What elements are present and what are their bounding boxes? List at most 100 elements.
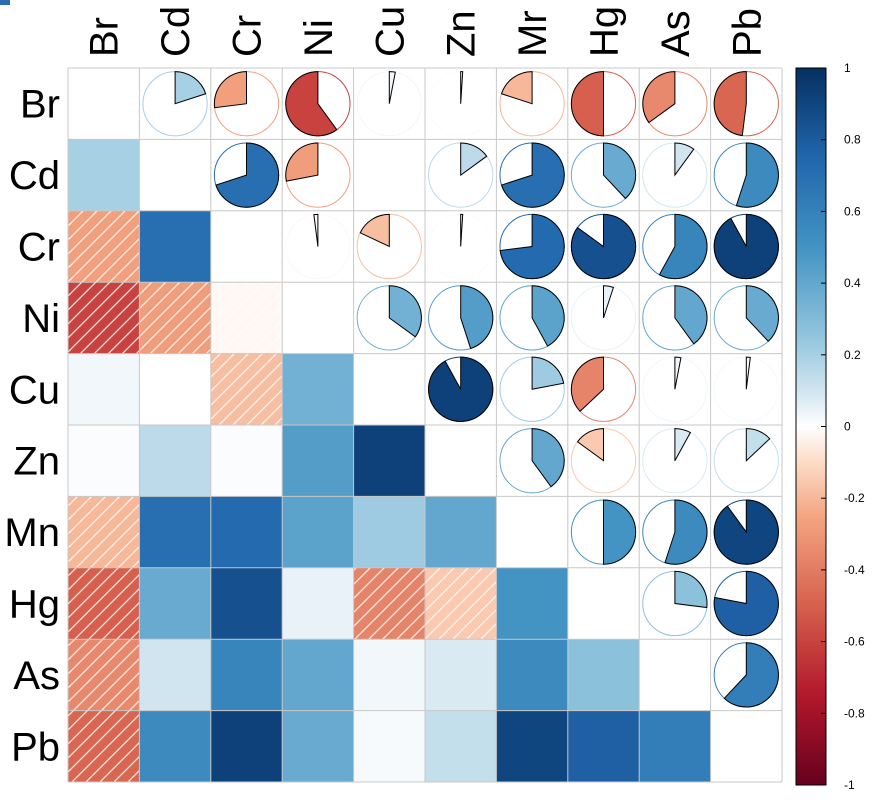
cell-cd-br-square bbox=[68, 139, 140, 211]
cell-as-hg-square bbox=[567, 639, 640, 711]
row-label: Zn bbox=[13, 440, 60, 484]
row-label: Br bbox=[20, 83, 60, 127]
cell-pb-zn-square bbox=[425, 710, 497, 782]
cell-pb-hg-square bbox=[567, 710, 640, 782]
cell-mn-pb-pie-wedge bbox=[713, 499, 779, 565]
cell-cu-cd-square bbox=[139, 353, 211, 425]
cell-ni-cu-pie-wedge bbox=[388, 285, 422, 338]
row-labels: Br Cd Cr Ni Cu Zn Mn Hg As Pb bbox=[4, 83, 60, 770]
cell-hg-cr-square bbox=[210, 567, 283, 640]
color-legend-label: -0.8 bbox=[844, 706, 865, 720]
cell-cu-zn-pie-wedge bbox=[428, 356, 494, 422]
cell-cr-ni-pie-wedge bbox=[313, 213, 319, 247]
cell-hg-pb-pie-wedge bbox=[713, 570, 779, 637]
column-label: Zn bbox=[440, 10, 484, 57]
matrix-cells bbox=[68, 71, 779, 782]
cell-pb-as-square bbox=[639, 710, 711, 782]
cell-zn-br-square bbox=[68, 425, 140, 497]
cell-zn-as-pie-wedge bbox=[674, 428, 692, 461]
cell-as-zn-square bbox=[425, 639, 497, 711]
cell-zn-hg-pie-wedge bbox=[576, 428, 604, 462]
cell-cr-pb-pie-wedge bbox=[713, 213, 779, 280]
cell-zn-cd-square bbox=[139, 425, 211, 497]
cell-mn-zn-square bbox=[425, 496, 497, 568]
cell-zn-cu-square bbox=[353, 425, 425, 497]
cell-hg-br-hatch bbox=[68, 567, 140, 640]
cell-ni-cd-hatch bbox=[139, 282, 211, 354]
cell-cu-ni-square bbox=[282, 353, 354, 425]
cell-cu-hg-pie-wedge bbox=[570, 356, 604, 413]
color-legend-label: 0.4 bbox=[844, 276, 861, 290]
row-label: Cu bbox=[9, 368, 60, 412]
cell-ni-cr-hatch bbox=[210, 282, 283, 354]
color-legend-label: -1 bbox=[844, 778, 855, 792]
cell-ni-hg-pie-wedge bbox=[603, 285, 615, 319]
cell-cd-hg-pie-wedge bbox=[603, 142, 637, 200]
column-labels: Br Cd Cr Ni Cu Zn Mr Hg As Pb bbox=[83, 6, 770, 57]
column-label: Br bbox=[83, 17, 127, 57]
row-label: Mn bbox=[4, 511, 60, 555]
cell-as-pb-pie-wedge bbox=[723, 642, 779, 708]
matrix-grid bbox=[67, 67, 783, 783]
cell-pb-cd-square bbox=[139, 710, 211, 782]
cell-cr-cu-pie-wedge bbox=[359, 213, 390, 248]
cell-br-zn-pie-wedge bbox=[460, 71, 464, 104]
cell-cd-ni-pie-wedge bbox=[285, 142, 319, 182]
cell-cd-pb-pie-wedge bbox=[735, 142, 779, 208]
cell-ni-mn-pie-wedge bbox=[531, 285, 565, 347]
cell-as-br-hatch bbox=[68, 639, 140, 711]
column-label: Mr bbox=[511, 10, 555, 57]
cell-br-hg-pie-wedge bbox=[570, 71, 604, 137]
cell-cr-as-pie-wedge bbox=[658, 213, 708, 280]
column-label: Cu bbox=[368, 6, 412, 57]
cell-br-cr-pie-wedge bbox=[213, 71, 247, 109]
cell-pb-br-hatch bbox=[68, 710, 140, 782]
cell-pb-mn-square bbox=[496, 710, 568, 782]
cell-pb-cu-square bbox=[353, 710, 425, 782]
color-legend-label: -0.4 bbox=[844, 563, 865, 577]
cell-cr-hg-pie-wedge bbox=[570, 213, 637, 280]
color-legend-label: -0.2 bbox=[844, 491, 865, 505]
cell-cu-cr-hatch bbox=[210, 353, 283, 425]
cell-br-as-pie-wedge bbox=[642, 71, 676, 124]
cell-hg-cd-square bbox=[139, 567, 211, 640]
cell-mn-cd-square bbox=[139, 496, 211, 568]
cell-br-cu-pie-wedge bbox=[388, 71, 396, 104]
cell-cu-pb-pie-wedge bbox=[745, 356, 751, 390]
row-label: As bbox=[13, 654, 60, 698]
row-label: Cr bbox=[18, 226, 60, 270]
cell-pb-ni-square bbox=[282, 710, 354, 782]
cell-br-ni-pie-wedge bbox=[285, 71, 338, 137]
cell-ni-pb-pie-wedge bbox=[745, 285, 779, 343]
color-legend-label: 0 bbox=[844, 420, 851, 434]
cell-cd-mn-pie-wedge bbox=[500, 142, 565, 208]
cell-cr-br-hatch bbox=[68, 210, 140, 283]
row-label: Hg bbox=[9, 583, 60, 627]
cell-mn-cu-square bbox=[353, 496, 425, 568]
color-legend-label: 0.2 bbox=[844, 348, 861, 362]
cell-ni-br-hatch bbox=[68, 282, 140, 354]
color-legend: 1 0.8 0.6 0.4 0.2 0 -0.2 -0.4 -0.6 -0.8 -1 bbox=[795, 61, 865, 792]
cell-mn-br-hatch bbox=[68, 496, 140, 568]
cell-zn-pb-pie-wedge bbox=[745, 428, 771, 462]
cell-hg-cu-hatch bbox=[353, 567, 425, 640]
cell-cu-mn-pie-wedge bbox=[531, 356, 565, 390]
row-label: Pb bbox=[11, 725, 60, 769]
cell-ni-as-pie-wedge bbox=[674, 285, 708, 345]
cell-mn-as-pie-wedge bbox=[664, 499, 708, 565]
cell-mn-hg-pie-wedge bbox=[603, 499, 637, 565]
color-legend-label: -0.6 bbox=[844, 635, 865, 649]
cell-zn-mn-pie-wedge bbox=[531, 428, 565, 488]
cell-zn-cr-square bbox=[210, 425, 283, 497]
cell-br-mn-pie-wedge bbox=[500, 71, 533, 105]
column-label: Ni bbox=[297, 19, 341, 57]
column-label: Hg bbox=[583, 6, 627, 57]
cell-hg-zn-hatch bbox=[425, 567, 497, 640]
cell-as-cr-square bbox=[210, 639, 283, 711]
cell-as-cd-square bbox=[139, 639, 211, 711]
cell-zn-ni-square bbox=[282, 425, 354, 497]
cell-br-pb-pie-wedge bbox=[713, 71, 747, 137]
cell-cr-cd-square bbox=[139, 210, 211, 283]
row-label: Cd bbox=[9, 154, 60, 198]
